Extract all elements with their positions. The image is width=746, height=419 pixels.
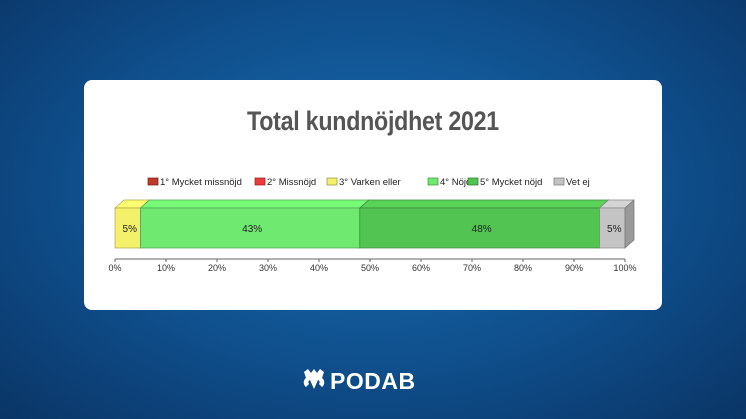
legend-label: 4° Nöjd: [440, 177, 471, 188]
bar-top-face: [139, 199, 370, 209]
legend-label: 3° Varken eller: [339, 177, 401, 188]
x-tick-label: 90%: [565, 263, 583, 273]
legend-label: Vet ej: [566, 177, 590, 188]
bar-segment: [140, 207, 361, 249]
bar-data-label: 5%: [123, 224, 138, 235]
bar-top-face: [358, 199, 610, 209]
legend-swatch: [553, 177, 565, 186]
legend-swatch: [147, 177, 159, 186]
x-tick-label: 60%: [412, 263, 430, 273]
x-tick-label: 70%: [463, 263, 481, 273]
bar-segment: [599, 207, 626, 249]
x-tick-label: 20%: [208, 263, 226, 273]
bar-segment: [359, 207, 600, 249]
bar-side-face: [624, 199, 635, 249]
x-tick-label: 0%: [108, 263, 121, 273]
x-tick-label: 30%: [259, 263, 277, 273]
bar-data-label: 5%: [607, 224, 622, 235]
legend-swatch: [326, 177, 338, 186]
x-tick-label: 80%: [514, 263, 532, 273]
legend-label: 2° Missnöjd: [267, 177, 316, 188]
podab-crown-icon: [303, 369, 325, 389]
brand-logo: PODAB: [302, 366, 416, 396]
legend-swatch: [254, 177, 266, 186]
brand-name: PODAB: [330, 367, 416, 394]
chart-card: [84, 80, 662, 310]
legend-swatch: [427, 177, 439, 186]
x-tick-label: 10%: [157, 263, 175, 273]
bar-segment: [114, 207, 141, 249]
legend-label: 1° Mycket missnöjd: [160, 177, 242, 188]
x-tick-label: 40%: [310, 263, 328, 273]
bar-data-label: 48%: [472, 224, 492, 235]
x-tick-label: 100%: [613, 263, 636, 273]
x-tick-label: 50%: [361, 263, 379, 273]
legend-label: 5° Mycket nöjd: [480, 177, 542, 188]
bar-data-label: 43%: [242, 224, 262, 235]
chart-title: Total kundnöjdhet 2021: [247, 106, 499, 136]
legend-swatch: [467, 177, 479, 186]
